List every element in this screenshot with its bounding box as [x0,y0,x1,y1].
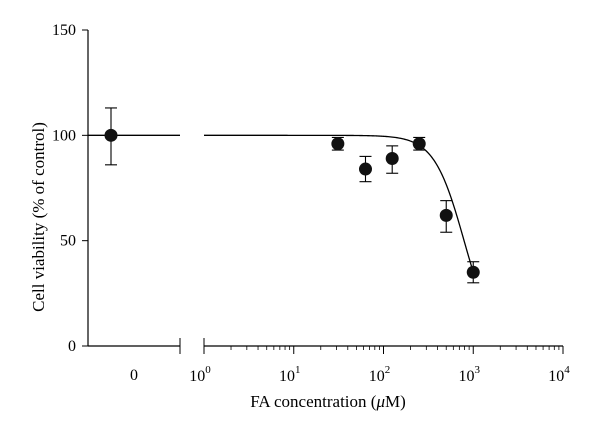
data-point [412,137,426,151]
x-axis-label-prefix: FA concentration ( [250,392,377,411]
data-point [358,162,372,176]
x-tick-exponent: 4 [564,364,570,376]
x-tick-label-control: 0 [130,367,138,384]
x-tick-label: 101 [279,364,301,385]
x-tick-base: 10 [548,368,564,385]
x-tick-label: 102 [369,364,391,385]
x-tick-exponent: 2 [385,364,391,376]
control-panel [88,107,180,166]
y-axis: 0 50 100 150 [52,22,89,355]
dose-response-panel [204,134,480,284]
y-axis-label: Cell viability (% of control) [29,122,48,312]
x-axis: 0 100 101 102 103 104 [88,338,570,385]
y-tick-label: 0 [68,338,76,355]
x-tick-base: 10 [459,368,475,385]
x-axis-label-mu: μ [375,392,385,411]
control-point [104,128,118,142]
x-tick-label: 104 [548,364,570,385]
x-tick-label: 103 [459,364,481,385]
x-axis-label-suffix: M) [385,392,406,411]
data-point [439,208,453,222]
x-tick-exponent: 3 [475,364,481,376]
x-tick-base: 10 [369,368,385,385]
x-tick-base: 10 [189,368,205,385]
data-point [331,137,345,151]
x-tick-label: 100 [189,364,211,385]
x-tick-exponent: 0 [205,364,211,376]
y-tick-label: 50 [60,233,76,250]
data-point [385,152,399,166]
fit-curve [204,134,474,273]
data-point [466,265,480,279]
x-axis-label: FA concentration (μM) [250,392,406,411]
y-tick-label: 100 [52,127,76,144]
y-tick-label: 150 [52,22,76,39]
x-tick-exponent: 1 [295,364,301,376]
x-tick-base: 10 [279,368,295,385]
